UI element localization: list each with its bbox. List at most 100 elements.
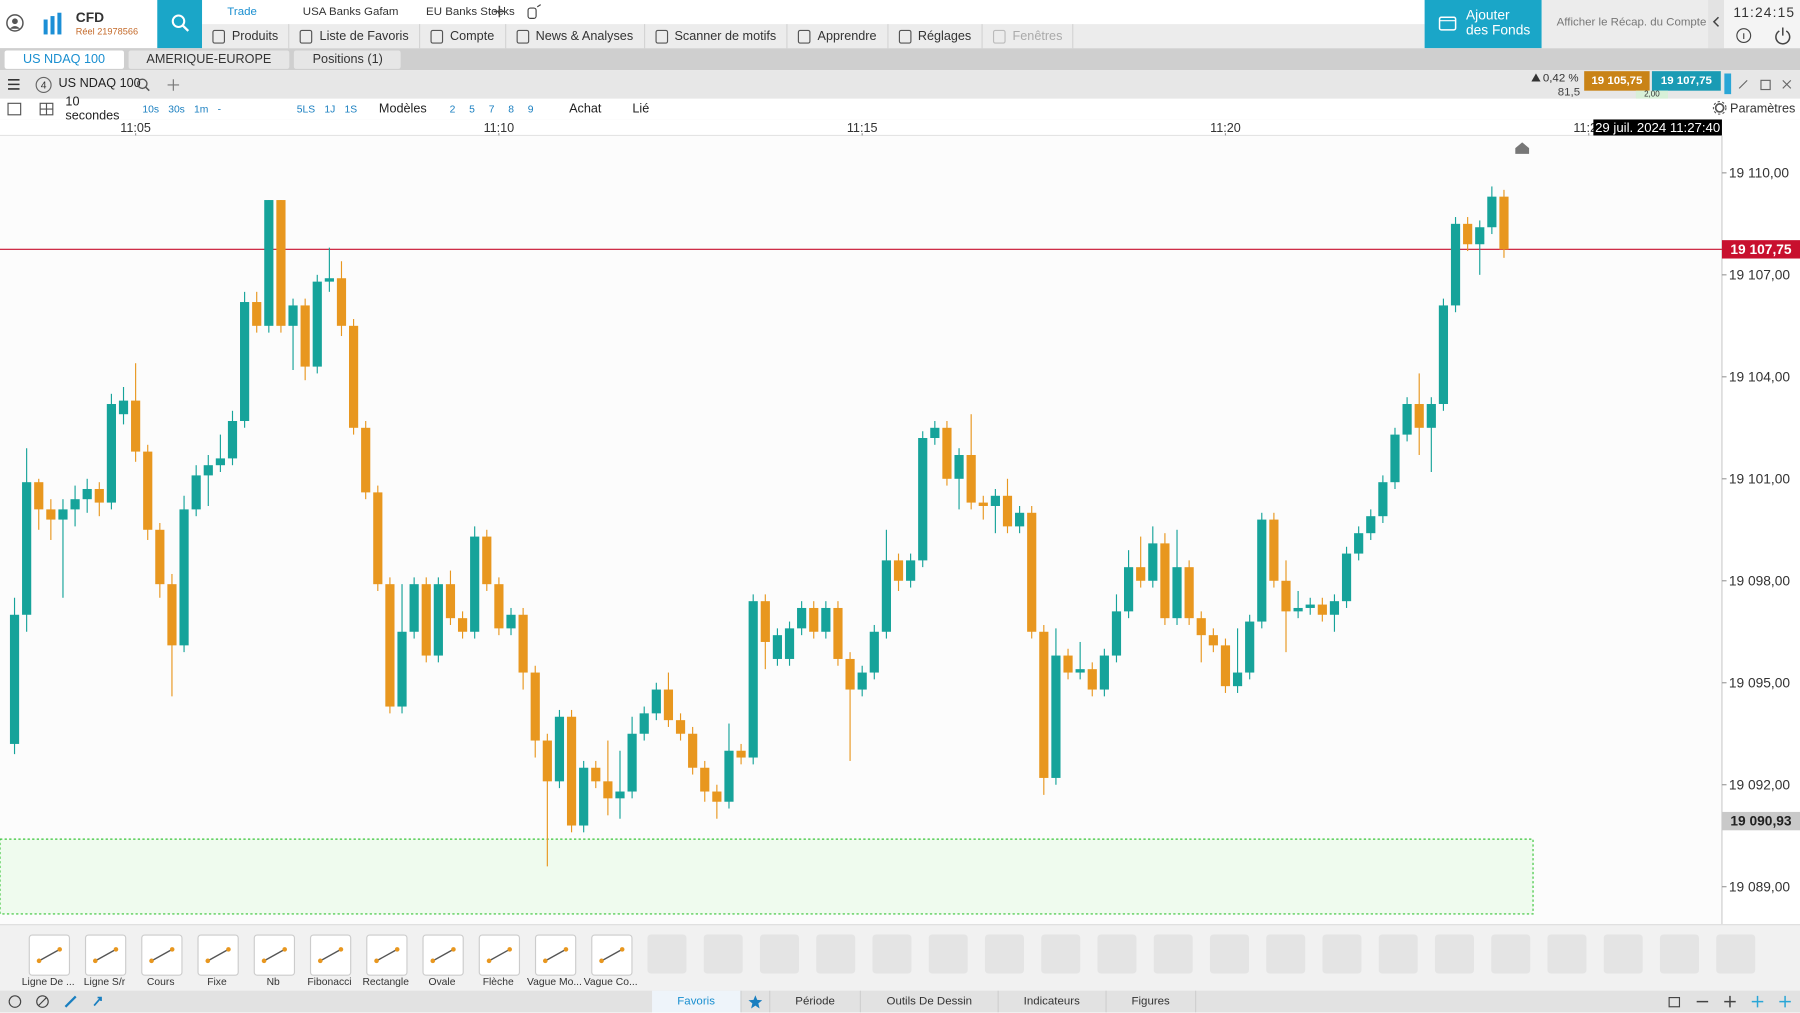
tool-button[interactable] bbox=[28, 934, 71, 976]
detach-icon[interactable] bbox=[526, 3, 542, 19]
chevron bbox=[1712, 16, 1720, 27]
last-price-box bbox=[1721, 240, 1800, 259]
menu-item[interactable]: Scanner de motifs bbox=[645, 24, 788, 49]
order[interactable]: Achat bbox=[569, 102, 602, 116]
bottom-tab[interactable]: Indicateurs bbox=[998, 990, 1107, 1013]
search-button[interactable] bbox=[157, 0, 203, 49]
preset[interactable]: 8 bbox=[508, 103, 514, 115]
workspace-tab[interactable]: US NDAQ 100 bbox=[4, 49, 124, 69]
menu-item[interactable]: Réglages bbox=[888, 24, 983, 49]
top-tab[interactable]: Trade bbox=[227, 5, 257, 18]
workspace-tab[interactable]: AMERIQUE-EUROPE bbox=[128, 49, 290, 69]
candle-body bbox=[579, 767, 589, 826]
bottom-tab[interactable]: Outils De Dessin bbox=[861, 990, 999, 1013]
templates[interactable]: Modèles bbox=[378, 102, 427, 116]
menu-item[interactable]: Compte bbox=[420, 24, 506, 49]
stat: 81,5 bbox=[1557, 86, 1581, 99]
preset[interactable]: 9 bbox=[527, 103, 534, 115]
empty-slot bbox=[1209, 934, 1249, 974]
layout-icons[interactable] bbox=[0, 100, 60, 118]
range-option[interactable]: 1S bbox=[344, 103, 358, 115]
home-icon[interactable] bbox=[1515, 142, 1530, 154]
candle-body bbox=[58, 509, 68, 520]
tool-icon bbox=[374, 947, 400, 964]
candle-body bbox=[1366, 516, 1376, 534]
bottom-tab[interactable]: Période bbox=[770, 990, 862, 1013]
tool-button[interactable] bbox=[197, 934, 239, 976]
bottom-icons[interactable] bbox=[0, 991, 124, 1013]
empty-slot bbox=[1716, 934, 1756, 974]
y-tick-label: 19 089,00 bbox=[1729, 879, 1791, 894]
add-tab[interactable] bbox=[491, 3, 507, 19]
logo-area: CFD Réel 21978566 bbox=[0, 0, 158, 50]
menu-item[interactable]: Fenêtres bbox=[983, 24, 1074, 49]
tool-button[interactable] bbox=[534, 934, 577, 976]
menu-item[interactable]: Apprendre bbox=[788, 24, 889, 49]
tool-button[interactable] bbox=[141, 934, 183, 976]
candle-body bbox=[167, 584, 177, 646]
tool-button[interactable] bbox=[84, 934, 127, 976]
candle-body bbox=[1378, 482, 1388, 517]
tool-button[interactable] bbox=[253, 934, 296, 976]
interval-option[interactable]: 1m bbox=[194, 103, 209, 115]
interval-option[interactable]: 30s bbox=[168, 103, 185, 115]
bottom-tab[interactable]: Figures bbox=[1106, 990, 1197, 1013]
star-icon bbox=[748, 994, 763, 1008]
candle-body bbox=[554, 716, 565, 782]
empty-slot bbox=[647, 934, 687, 974]
candle-body bbox=[748, 601, 758, 758]
interval-option[interactable]: - bbox=[217, 103, 222, 115]
add-funds[interactable]: Ajouter des Fonds bbox=[1424, 0, 1542, 49]
candle-body bbox=[1087, 669, 1097, 690]
tool-button[interactable] bbox=[366, 934, 408, 976]
link[interactable]: Lié bbox=[632, 102, 650, 116]
add-chart[interactable] bbox=[166, 78, 180, 92]
empty-slot bbox=[1659, 934, 1699, 974]
top-tab[interactable]: USA Banks Gafam bbox=[302, 5, 399, 18]
candle-body bbox=[409, 584, 419, 632]
favorite-star[interactable] bbox=[741, 990, 771, 1013]
clock-icons[interactable] bbox=[1736, 27, 1793, 46]
zoom-controls[interactable] bbox=[1665, 991, 1800, 1013]
preset[interactable]: 7 bbox=[488, 103, 495, 115]
menu-item[interactable]: Liste de Favoris bbox=[290, 24, 421, 49]
tool-button[interactable] bbox=[309, 934, 352, 976]
range-option[interactable]: 5LS bbox=[296, 103, 316, 115]
candle-body bbox=[470, 536, 480, 632]
tool-button[interactable] bbox=[591, 934, 633, 976]
top-tab[interactable]: EU Banks Stocks bbox=[426, 5, 515, 18]
candle-body bbox=[1305, 604, 1315, 608]
workspace-tabs: US NDAQ 100 AMERIQUE-EUROPE Positions (1) bbox=[0, 48, 1800, 71]
tool-label: Nb bbox=[266, 975, 280, 988]
range-option[interactable]: 1J bbox=[324, 103, 336, 115]
instrument[interactable]: US NDAQ 100 bbox=[58, 76, 141, 91]
menu-item[interactable]: News & Analyses bbox=[506, 24, 645, 49]
candle-body bbox=[70, 499, 80, 510]
candle-body bbox=[373, 492, 383, 585]
candle-body bbox=[46, 509, 56, 520]
user-icon[interactable] bbox=[6, 14, 24, 32]
interval-option[interactable]: 10s bbox=[142, 103, 160, 115]
account-summary[interactable]: Afficher le Récap. du Compte bbox=[1556, 16, 1707, 29]
candle-body bbox=[397, 631, 407, 707]
bottom-tab[interactable]: Favoris bbox=[652, 990, 742, 1013]
preset[interactable]: 5 bbox=[469, 103, 475, 115]
tool-button[interactable] bbox=[478, 934, 521, 976]
empty-slot bbox=[1322, 934, 1362, 974]
workspace-tab[interactable]: Positions (1) bbox=[294, 49, 402, 69]
collapse[interactable] bbox=[1708, 0, 1725, 49]
settings[interactable]: Paramètres bbox=[1712, 101, 1795, 116]
y-tick-label: 19 110,00 bbox=[1729, 165, 1790, 180]
instrument-search[interactable] bbox=[137, 78, 151, 92]
menu-item[interactable]: Produits bbox=[202, 24, 290, 49]
window-controls[interactable] bbox=[1724, 73, 1800, 96]
candle-body bbox=[240, 302, 250, 422]
ask[interactable]: 19 107,75 bbox=[1651, 71, 1721, 91]
tool-button[interactable] bbox=[422, 934, 464, 976]
menu-icon[interactable] bbox=[7, 78, 21, 91]
tool-label: Ligne De ... bbox=[21, 975, 75, 988]
preset[interactable]: 2 bbox=[449, 103, 456, 115]
candle-body bbox=[1426, 404, 1436, 428]
bid[interactable]: 19 105,75 bbox=[1584, 71, 1650, 91]
y-tick-label: 19 098,00 bbox=[1729, 573, 1791, 588]
